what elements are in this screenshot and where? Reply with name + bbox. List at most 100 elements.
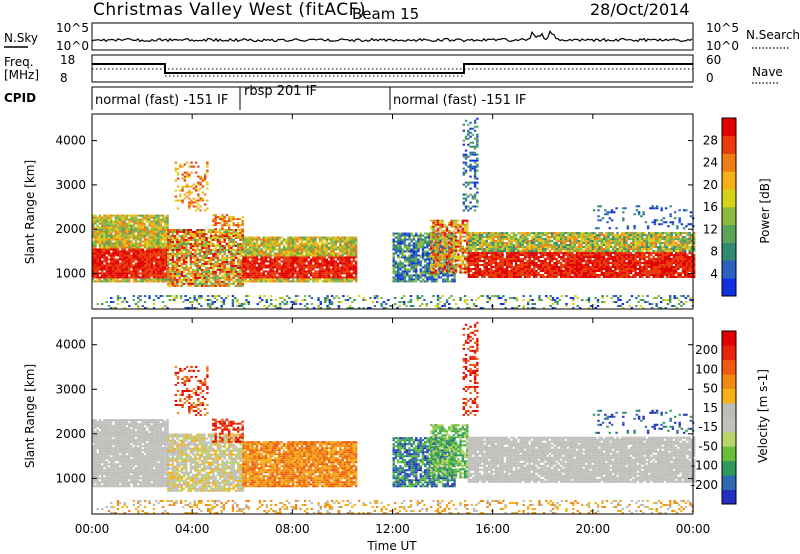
power-cell <box>578 242 581 245</box>
power-cell <box>94 232 97 235</box>
power-cell <box>139 226 142 229</box>
power-cell <box>343 260 347 263</box>
power-cell <box>501 248 504 251</box>
power-cell <box>397 244 400 247</box>
power-cell <box>214 256 217 259</box>
power-cell <box>530 232 534 235</box>
power-cell <box>327 262 331 265</box>
power-cell <box>105 272 108 275</box>
power-cell <box>146 244 149 247</box>
power-cell <box>459 259 462 262</box>
power-cell <box>521 242 525 245</box>
power-cell <box>146 266 149 269</box>
power-cell <box>264 252 268 255</box>
power-cell <box>439 234 443 237</box>
power-cell <box>230 264 233 267</box>
power-cell <box>330 254 333 257</box>
power-cell <box>555 242 558 245</box>
power-cell <box>434 247 437 250</box>
freq-trace <box>92 63 693 74</box>
power-cell <box>150 270 153 273</box>
power-cell <box>294 268 297 271</box>
power-cell <box>354 272 358 275</box>
power-cell <box>278 274 281 277</box>
power-cell <box>128 264 131 267</box>
power-cell <box>107 266 111 269</box>
power-cell <box>392 278 395 281</box>
power-cell <box>180 234 184 237</box>
power-cell <box>119 230 122 233</box>
power-cell <box>305 272 308 275</box>
power-cell <box>461 255 465 258</box>
power-cell <box>258 238 261 241</box>
power-cell <box>218 248 222 251</box>
power-cell <box>430 237 433 240</box>
power-cell <box>519 260 522 263</box>
power-cell <box>461 229 465 232</box>
power-cell <box>119 254 122 257</box>
power-cell <box>312 236 315 239</box>
power-cell <box>167 234 170 237</box>
power-cell <box>578 246 581 249</box>
power-cell <box>209 266 213 269</box>
power-cell <box>273 276 277 279</box>
power-cell <box>442 238 445 241</box>
power-cell <box>169 229 172 231</box>
power-cell <box>499 238 502 241</box>
power-cell <box>171 252 175 255</box>
power-cell <box>432 225 435 228</box>
power-cell <box>96 262 99 265</box>
power-cell <box>546 262 549 265</box>
power-cell <box>137 238 140 241</box>
power-cell <box>312 272 315 275</box>
power-cell <box>526 242 529 245</box>
power-cell <box>436 235 440 238</box>
power-cell <box>330 244 333 247</box>
power-cell <box>348 276 351 279</box>
power-cell <box>566 252 570 255</box>
power-cell <box>478 260 482 263</box>
power-cell <box>230 252 233 255</box>
power-cell <box>271 238 274 241</box>
power-cell <box>401 266 404 269</box>
power-cell <box>207 229 211 231</box>
power-cell <box>566 262 570 265</box>
power-cell <box>223 250 226 253</box>
power-cell <box>564 240 567 243</box>
power-cell <box>452 229 455 232</box>
power-cell <box>397 240 400 243</box>
power-cell <box>452 241 455 244</box>
power-cell <box>251 272 254 275</box>
power-cell <box>246 280 250 283</box>
power-cell <box>487 244 491 247</box>
power-cell <box>339 240 342 243</box>
power-cell <box>96 248 99 251</box>
power-cell <box>157 252 160 255</box>
power-cell <box>487 260 491 263</box>
power-cell <box>421 248 425 251</box>
power-cell <box>401 232 404 235</box>
power-cell <box>241 244 244 247</box>
power-cell <box>143 224 147 227</box>
power-cell <box>444 280 447 283</box>
power-cell <box>432 253 435 256</box>
power-cell <box>535 250 538 253</box>
power-cell <box>434 255 437 258</box>
power-cell <box>232 238 235 241</box>
power-cell <box>103 236 106 239</box>
power-cell <box>167 240 170 243</box>
power-cell <box>312 254 315 257</box>
power-cell <box>132 276 135 279</box>
power-cell <box>443 267 446 270</box>
power-cell <box>249 260 252 263</box>
power-cell <box>450 221 453 224</box>
power-cell <box>128 266 131 269</box>
power-cell <box>339 254 342 257</box>
power-cell <box>345 258 349 261</box>
power-cell <box>348 270 351 273</box>
power-cell <box>426 240 429 243</box>
power-cell <box>445 229 449 232</box>
power-cell <box>553 250 556 253</box>
power-cell <box>408 236 411 239</box>
power-cell <box>150 280 153 283</box>
